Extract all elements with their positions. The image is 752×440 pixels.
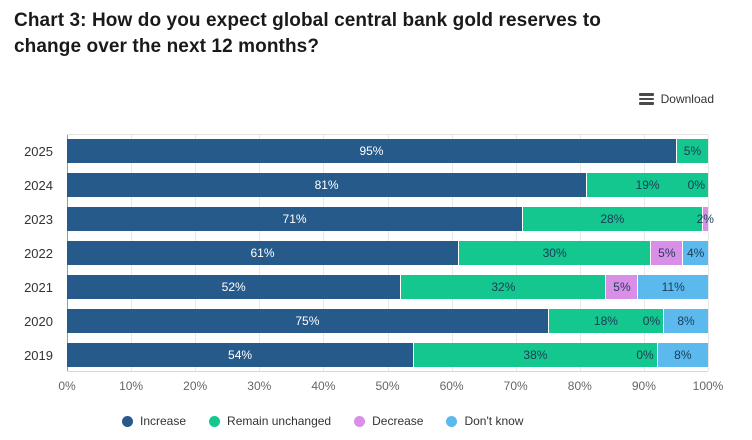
legend-item-decrease[interactable]: Decrease — [354, 414, 423, 428]
bar-segment-don-t-know[interactable]: 11% — [637, 275, 708, 299]
bar-segment-remain-unchanged[interactable]: 30% — [458, 241, 651, 265]
bar-segment-increase[interactable]: 71% — [67, 207, 523, 231]
category-label: 2025 — [24, 143, 53, 159]
bar-label-zero-decrease: 0% — [636, 348, 654, 362]
bar-label-zero-decrease: 0% — [642, 314, 661, 328]
menu-icon — [638, 93, 654, 105]
bar-segment-increase[interactable]: 54% — [67, 343, 414, 367]
bar-track: 61% 30% 5% 4% — [67, 241, 708, 265]
x-tick-label: 70% — [503, 379, 528, 393]
bar-row-2025: 2025 95% 5% — [14, 134, 708, 168]
bar-track: 81% 19% 0% — [67, 173, 708, 197]
bar-segment-increase[interactable]: 75% — [67, 309, 548, 333]
category-label: 2024 — [24, 177, 53, 193]
category-label: 2020 — [24, 313, 53, 329]
bar-segment-remain-unchanged[interactable]: 19% — [586, 173, 708, 197]
legend-marker-don-t-know — [446, 415, 458, 427]
x-tick-label: 0% — [58, 379, 76, 393]
bar-rows: 2025 95% 5% 2024 81% 19% 0% 2023 71% 28% 2% 2022 61%… — [14, 134, 714, 372]
chart-title-line2: change over the next 12 months? — [14, 36, 320, 57]
legend-item-don-t-know[interactable]: Don't know — [446, 414, 523, 428]
bar-row-2019: 2019 54% 38% 0% 8% — [14, 338, 708, 372]
bar-segment-increase[interactable]: 81% — [67, 173, 587, 197]
bar-segment-don-t-know[interactable]: 8% — [663, 309, 708, 333]
legend-marker-decrease — [354, 415, 366, 427]
legend-label: Decrease — [372, 414, 424, 428]
x-tick-label: 50% — [375, 379, 400, 393]
x-tick-label: 60% — [439, 379, 464, 393]
legend: Increase Remain unchanged Decrease Don't kn… — [122, 414, 523, 428]
bar-label-zero-decrease: 0% — [687, 178, 705, 192]
bar-segment-remain-unchanged[interactable]: 5% — [675, 139, 708, 163]
bar-segment-increase[interactable]: 95% — [67, 139, 676, 163]
bar-segment-remain-unchanged[interactable]: 38% — [413, 343, 657, 367]
category-label: 2021 — [24, 279, 53, 295]
category-label: 2023 — [24, 211, 53, 227]
x-tick-label: 40% — [311, 379, 336, 393]
bar-row-2020: 2020 75% 18% 0% 8% — [14, 304, 708, 338]
bar-row-2021: 2021 52% 32% 5% 11% — [14, 270, 708, 304]
x-axis: 0% 10% 20% 30% 40% 50% 60% 70% 80% 90% 100% — [58, 379, 723, 395]
bar-row-2024: 2024 81% 19% 0% — [14, 168, 708, 202]
download-button[interactable]: Download — [638, 92, 714, 106]
bar-track: 52% 32% 5% 11% — [67, 275, 708, 299]
bar-segment-decrease[interactable]: 2% — [697, 207, 714, 231]
bar-segment-don-t-know[interactable]: 4% — [682, 241, 708, 265]
legend-item-remain-unchanged[interactable]: Remain unchanged — [209, 414, 331, 428]
bar-segment-increase[interactable]: 52% — [67, 275, 401, 299]
bar-track: 54% 38% 0% 8% — [67, 343, 708, 367]
x-tick-label: 20% — [183, 379, 208, 393]
x-tick-label: 90% — [631, 379, 656, 393]
bar-track: 71% 28% 2% — [67, 207, 714, 231]
bar-segment-decrease[interactable]: 5% — [650, 241, 683, 265]
bar-segment-increase[interactable]: 61% — [67, 241, 458, 265]
x-tick-label: 10% — [119, 379, 144, 393]
bar-segment-don-t-know[interactable]: 8% — [656, 343, 708, 367]
bar-segment-remain-unchanged[interactable]: 32% — [400, 275, 606, 299]
x-tick-label: 80% — [567, 379, 592, 393]
legend-marker-remain-unchanged — [209, 415, 221, 427]
category-label: 2019 — [24, 347, 53, 363]
chart-title-line1: Chart 3: How do you expect global centra… — [14, 10, 601, 31]
plot-area: 2025 95% 5% 2024 81% 19% 0% 2023 71% 28% 2% 2022 61%… — [14, 134, 714, 372]
x-tick-label: 30% — [247, 379, 272, 393]
x-tick-label: 100% — [692, 379, 724, 393]
bar-track: 95% 5% — [67, 139, 708, 163]
legend-marker-increase — [122, 415, 133, 427]
bar-row-2022: 2022 61% 30% 5% 4% — [14, 236, 708, 270]
legend-label: Remain unchanged — [227, 414, 332, 428]
bar-segment-remain-unchanged[interactable]: 18% — [547, 309, 664, 333]
category-label: 2022 — [24, 245, 53, 261]
download-label: Download — [660, 92, 714, 106]
bar-track: 75% 18% 0% 8% — [67, 309, 708, 333]
bar-segment-decrease[interactable]: 5% — [605, 275, 638, 299]
chart-title: Chart 3: How do you expect global centra… — [14, 8, 601, 60]
bar-row-2023: 2023 71% 28% 2% — [14, 202, 714, 236]
grid-line — [708, 135, 709, 371]
legend-label: Increase — [140, 414, 187, 428]
legend-item-increase[interactable]: Increase — [122, 414, 186, 428]
bar-segment-remain-unchanged[interactable]: 28% — [522, 207, 702, 231]
legend-label: Don't know — [464, 414, 524, 428]
